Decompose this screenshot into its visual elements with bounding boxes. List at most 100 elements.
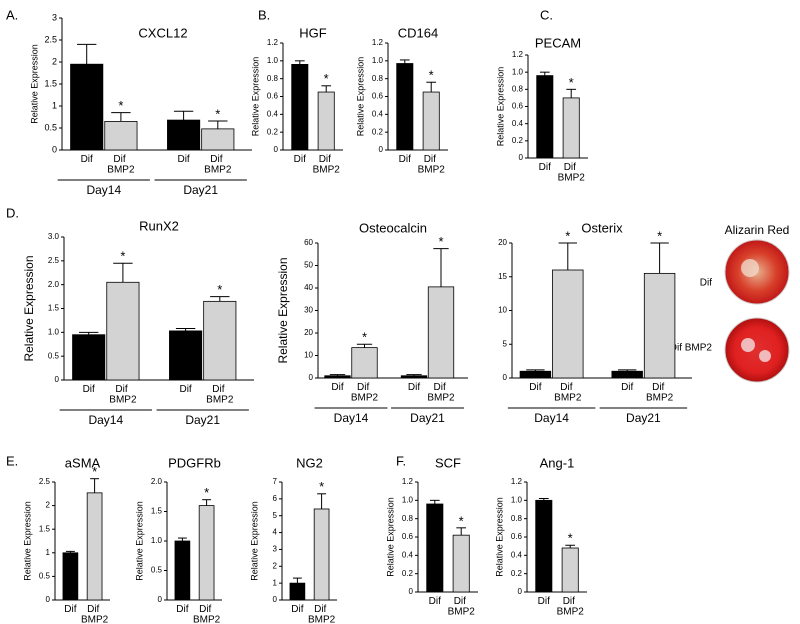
significance-mark: * (657, 228, 662, 243)
bar (291, 64, 309, 151)
bar (198, 505, 215, 601)
bar-chart: F. SCF Relative Expression 0 0.2 0.4 0.6 0.8 1.0… (385, 453, 478, 617)
y-tick-label: 1.5 (151, 507, 163, 516)
bar-chart: Osteocalcin Relative Expression 0 10 20 30 40 5… (276, 220, 468, 425)
x-tick-label: Dif (291, 604, 303, 615)
image-label: Dif BMP2 (670, 343, 713, 354)
y-tick-label: 1.0 (511, 495, 523, 504)
y-tick-label: 0.5 (39, 572, 51, 581)
group-label: Day14 (534, 411, 569, 425)
x-tick-label: Dif BMP2 (351, 382, 379, 404)
significance-mark: * (92, 464, 97, 479)
image-label: Dif (700, 278, 712, 289)
y-tick-label: 0.5 (44, 122, 57, 132)
bar (452, 534, 470, 593)
y-axis-label: Relative Expression (29, 44, 39, 124)
group-label: Day21 (185, 413, 220, 427)
y-axis-label: Relative Expression (355, 57, 365, 137)
bar (561, 547, 579, 593)
chart-title: Osteocalcin (359, 220, 427, 235)
chart-title: PDGFRb (168, 455, 221, 470)
y-tick-label: 5 (503, 339, 508, 348)
significance-mark: * (362, 330, 367, 345)
chart-title: Osterix (581, 220, 623, 235)
y-tick-label: 0.4 (512, 119, 524, 128)
bar (106, 281, 140, 381)
bar (400, 375, 428, 379)
x-tick-label: Dif (538, 596, 550, 607)
y-tick-label: 50 (304, 261, 313, 270)
group-label: Day21 (410, 411, 445, 425)
significance-mark: * (568, 531, 573, 546)
x-tick-label: Dif BMP2 (81, 604, 109, 624)
panel-label: E. (6, 453, 18, 468)
bar (72, 334, 106, 381)
bar (396, 63, 414, 151)
y-axis-label: Relative Expression (134, 501, 144, 581)
x-tick-label: Dif BMP2 (204, 154, 232, 176)
x-tick-label: Dif (179, 384, 191, 395)
y-tick-label: 1.2 (372, 38, 384, 47)
bar (174, 540, 191, 601)
y-tick-label: 0.6 (512, 102, 524, 111)
y-tick-label: 0.2 (512, 136, 524, 145)
chart-title: PECAM (535, 35, 581, 50)
x-tick-label: Dif (539, 162, 551, 173)
bar (562, 97, 580, 159)
y-tick-label: 0.4 (267, 109, 279, 118)
y-tick-label: 2 (273, 561, 278, 570)
bar (535, 499, 553, 593)
bar (104, 121, 138, 151)
y-tick-label: 3.0 (48, 232, 60, 241)
x-tick-label: Dif BMP2 (313, 154, 341, 176)
y-tick-label: 1.0 (372, 56, 384, 65)
y-tick-label: 0 (274, 145, 279, 154)
y-tick-label: 0.6 (402, 532, 414, 541)
y-tick-label: 2.0 (151, 477, 163, 486)
significance-mark: * (324, 71, 329, 86)
chart-title: Ang-1 (540, 455, 575, 470)
y-tick-label: 0.8 (267, 74, 279, 83)
significance-mark: * (438, 234, 443, 249)
group-label: Day21 (626, 411, 661, 425)
y-tick-label: 0.4 (372, 109, 384, 118)
y-tick-label: 0.2 (372, 127, 384, 136)
x-tick-label: Dif (429, 596, 441, 607)
y-axis-label: Relative Expression (249, 501, 259, 581)
panel-label: D. (6, 205, 19, 220)
bar-chart: B. HGF Relative Expression 0 0.2 0.4 0.6 0.8 1.0… (250, 7, 343, 175)
x-tick-label: Dif (64, 604, 76, 615)
y-tick-label: 0 (518, 587, 523, 596)
group-label: Day14 (88, 413, 123, 427)
bar (203, 300, 237, 381)
y-tick-label: 1.0 (48, 327, 60, 336)
significance-mark: * (319, 479, 324, 494)
y-axis-label: Relative Expression (495, 67, 505, 147)
y-tick-label: 20 (498, 238, 507, 247)
x-tick-label: Dif BMP2 (554, 382, 582, 404)
significance-mark: * (118, 98, 123, 113)
group-label: Day14 (334, 411, 369, 425)
x-tick-label: Dif (408, 382, 420, 393)
significance-mark: * (459, 513, 464, 528)
stain-image (724, 317, 790, 383)
y-tick-label: 10 (498, 306, 507, 315)
y-axis-label: Relative Expression (22, 501, 32, 581)
bar (169, 330, 203, 381)
significance-mark: * (565, 228, 570, 243)
chart-title: HGF (299, 25, 327, 40)
x-tick-label: Dif BMP2 (646, 382, 674, 404)
y-tick-label: 1.0 (267, 56, 279, 65)
image-title: Alizarin Red (725, 223, 790, 237)
y-tick-label: 0 (46, 595, 51, 604)
y-tick-label: 1.0 (151, 536, 163, 545)
x-tick-label: Dif (331, 382, 343, 393)
x-tick-label: Dif (177, 154, 189, 165)
y-tick-label: 1.2 (267, 38, 279, 47)
y-tick-label: 0.6 (372, 92, 384, 101)
y-tick-label: 0 (503, 373, 508, 382)
bar (611, 370, 643, 379)
x-tick-label: Dif BMP2 (418, 154, 446, 176)
bar (427, 286, 455, 379)
y-tick-label: 1 (273, 578, 278, 587)
